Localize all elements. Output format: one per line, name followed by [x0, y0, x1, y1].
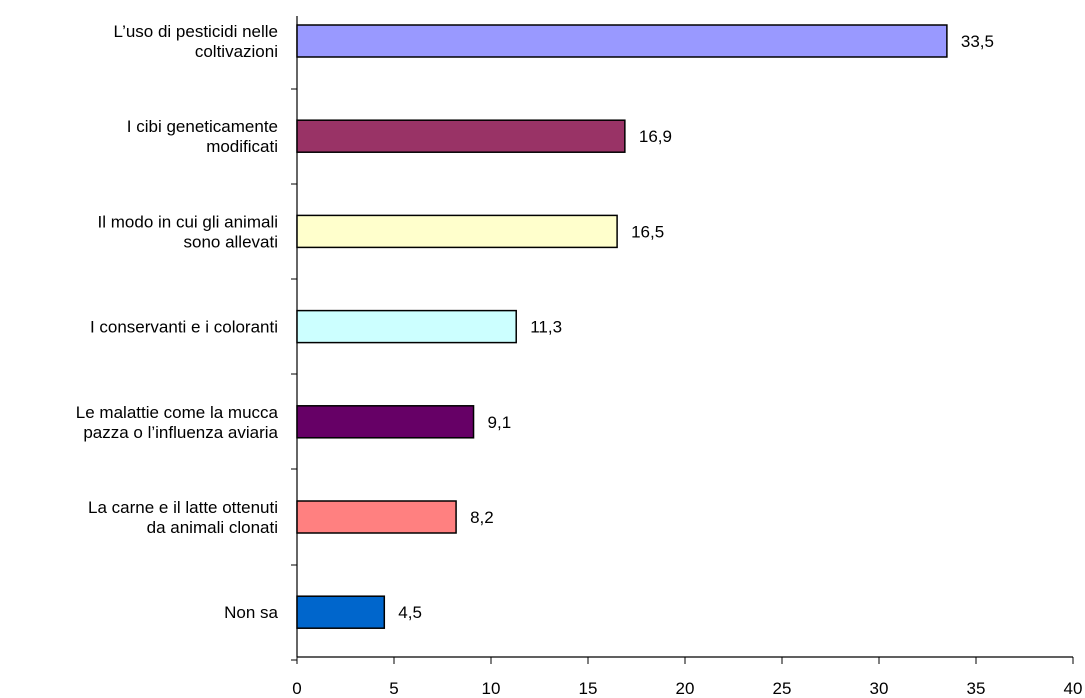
bar: [296, 405, 475, 439]
x-tick-label: 5: [389, 679, 398, 698]
category-label: pazza o l’influenza aviaria: [83, 423, 278, 442]
value-label: 8,2: [470, 508, 494, 527]
category-label: modificati: [206, 137, 278, 156]
x-tick-label: 30: [870, 679, 889, 698]
value-label: 16,5: [631, 222, 664, 241]
x-tick-label: 15: [579, 679, 598, 698]
value-label: 9,1: [488, 413, 512, 432]
value-label: 33,5: [961, 32, 994, 51]
x-tick-label: 10: [482, 679, 501, 698]
x-tick-label: 20: [676, 679, 695, 698]
category-label: I cibi geneticamente: [127, 117, 278, 136]
bar: [296, 214, 618, 249]
bar: [296, 595, 386, 629]
value-label: 4,5: [398, 603, 422, 622]
category-label: sono allevati: [183, 232, 278, 251]
bar: [296, 500, 457, 534]
value-label: 16,9: [639, 127, 672, 146]
bars-group: [296, 24, 948, 629]
bar: [296, 24, 948, 58]
category-label: coltivazioni: [195, 42, 278, 61]
value-label: 11,3: [530, 318, 562, 337]
x-tick-label: 0: [292, 679, 301, 698]
x-tick-label: 40: [1064, 679, 1083, 698]
category-label: L’uso di pesticidi nelle: [114, 22, 278, 41]
x-tick-label: 25: [773, 679, 792, 698]
x-tick-label: 35: [967, 679, 986, 698]
category-label: Le malattie come la mucca: [76, 403, 279, 422]
category-label: da animali clonati: [147, 518, 278, 537]
category-label: I conservanti e i coloranti: [90, 318, 278, 337]
bar: [296, 119, 626, 153]
category-label: La carne e il latte ottenuti: [88, 498, 278, 517]
axes-group: 0 5 10 15 20 25 30 35 40: [291, 16, 1083, 698]
category-label: Il modo in cui gli animali: [98, 212, 278, 231]
bar: [296, 309, 517, 344]
labels-group: 33,5 L’uso di pesticidi nellecoltivazioni…: [76, 22, 994, 622]
category-label: Non sa: [224, 603, 278, 622]
